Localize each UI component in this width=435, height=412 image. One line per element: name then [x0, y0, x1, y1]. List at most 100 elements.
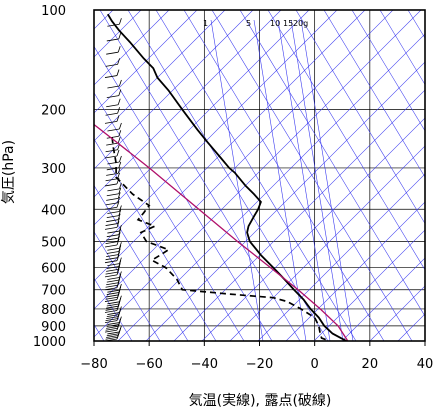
wind-barb: [106, 266, 119, 269]
wind-barb-feather: [116, 115, 120, 122]
x-tick-label: −80: [80, 357, 107, 372]
mixing-ratio-label: 15: [283, 19, 293, 28]
wind-barb: [104, 120, 118, 124]
wind-barb: [105, 112, 118, 116]
wind-barb: [107, 211, 120, 214]
wind-barb: [104, 75, 118, 78]
wind-barb: [105, 202, 118, 206]
wind-barb: [107, 85, 120, 89]
x-tick-label: −20: [246, 357, 273, 372]
skewed-isotherm: [94, 10, 254, 170]
wind-barb-feather: [119, 182, 122, 190]
wind-barb: [106, 193, 119, 197]
wind-barb: [105, 241, 118, 245]
mixing-ratio-label: 10: [270, 19, 280, 28]
wind-barb: [106, 292, 119, 295]
wind-barb-feather: [117, 58, 120, 65]
wind-barb: [104, 320, 118, 324]
y-tick-label: 100: [41, 4, 66, 19]
y-tick-label: 600: [41, 262, 66, 277]
x-tick-label: 40: [417, 357, 434, 372]
wind-barb-feather: [116, 69, 120, 76]
wind-barb: [105, 318, 118, 322]
wind-barb: [106, 268, 119, 272]
y-tick-label: 400: [41, 203, 66, 218]
wind-barb-feather: [119, 224, 122, 232]
wind-barb-feather: [116, 149, 120, 157]
skewed-isotherm: [94, 10, 422, 338]
wind-barb: [104, 244, 118, 248]
wind-barb: [104, 183, 118, 187]
skewed-isotherm: [94, 10, 282, 198]
wind-barb: [104, 299, 118, 302]
wind-barb: [107, 322, 120, 325]
parcel-line: [94, 123, 349, 341]
wind-barb: [104, 287, 118, 291]
wind-barb: [107, 301, 120, 305]
dry-adiabat: [94, 277, 133, 341]
y-tick-label: 1000: [33, 335, 66, 350]
wind-barb: [106, 251, 119, 254]
wind-barb-feather: [117, 107, 120, 114]
wind-barb: [104, 206, 118, 210]
y-tick-label: 800: [41, 303, 66, 318]
wind-barb: [106, 282, 119, 286]
wind-barb: [106, 335, 119, 338]
wind-barb-feather: [119, 242, 122, 249]
wind-barb: [105, 63, 118, 67]
skewed-isotherm: [201, 117, 425, 341]
dry-adiabat: [99, 10, 301, 341]
wind-barb-feather: [118, 228, 122, 235]
wind-barb: [107, 331, 120, 335]
wind-barb-feather: [117, 192, 121, 199]
wind-barb-feather: [119, 284, 122, 291]
wind-barb: [104, 274, 118, 278]
wind-barb-feather: [119, 271, 122, 278]
wind-barb: [107, 312, 120, 315]
dry-adiabat: [94, 138, 217, 341]
wind-barb: [107, 128, 120, 132]
wind-barb: [106, 51, 119, 55]
skewed-isotherm: [117, 33, 425, 341]
wind-barb-feather: [117, 98, 121, 105]
x-axis: −80 −60 −40 −20 0 20 40: [80, 341, 433, 372]
wind-barb: [105, 271, 118, 275]
wind-barb: [106, 95, 119, 99]
skewed-isotherm: [229, 145, 425, 341]
wind-barb: [106, 104, 119, 108]
wind-barb-feather: [118, 89, 122, 96]
y-tick-label: 300: [41, 162, 66, 177]
wind-barb-feather: [119, 295, 122, 302]
mixing-ratio-label: 20g: [293, 19, 308, 28]
wind-barb-feather: [117, 46, 121, 53]
y-tick-label: 900: [41, 320, 66, 335]
y-tick-label: 500: [41, 235, 66, 250]
x-tick-label: −60: [135, 357, 162, 372]
wind-barb: [107, 188, 120, 192]
dry-adiabat: [323, 10, 425, 178]
wind-barb: [106, 305, 119, 309]
wind-barb: [107, 161, 120, 165]
wind-barb: [106, 173, 119, 176]
mixing-ratio-line: [300, 19, 354, 341]
wind-barb-feather: [116, 221, 120, 228]
wind-barb-feather: [119, 122, 122, 130]
dry-adiabat: [94, 45, 273, 341]
wind-barb-feather: [117, 248, 121, 255]
skewed-isotherm: [94, 10, 394, 310]
dry-adiabat: [211, 10, 413, 341]
wind-barb-feather: [119, 205, 122, 212]
dry-adiabat: [407, 10, 425, 39]
wind-barb: [104, 329, 118, 333]
wind-barb-feather: [119, 316, 122, 323]
wind-barb-feather: [117, 167, 121, 174]
mixing-ratio-label: 5: [246, 19, 251, 28]
x-tick-label: −40: [191, 357, 218, 372]
wind-barb-feather: [118, 187, 122, 194]
wind-barbs: [104, 18, 122, 341]
wind-barb: [107, 289, 120, 293]
wind-barb-feather: [118, 161, 122, 168]
mixing-ratio-labels: 1 5 10 15 20g: [203, 19, 308, 28]
